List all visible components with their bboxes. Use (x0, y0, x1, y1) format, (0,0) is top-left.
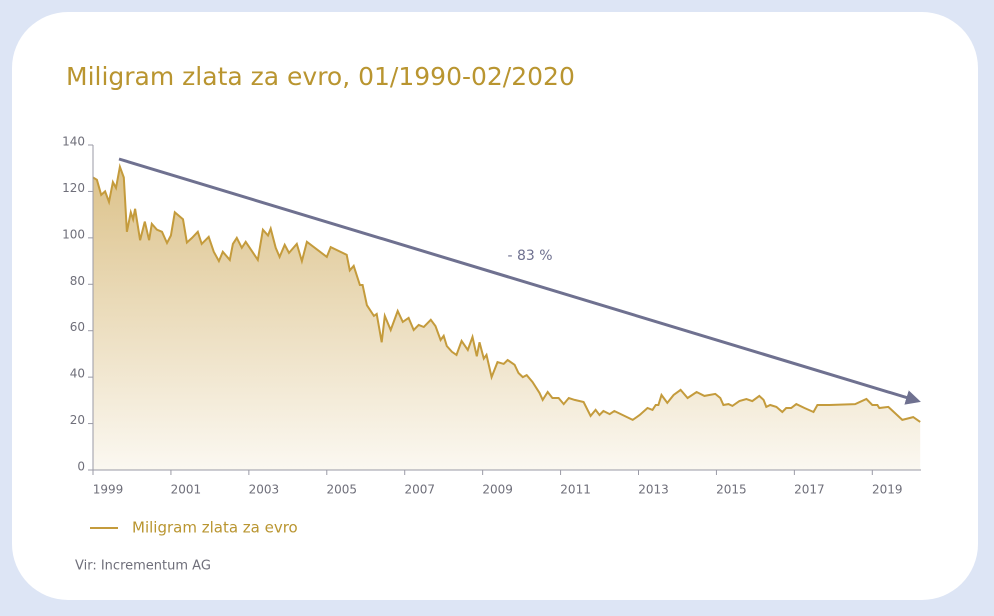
x-tick-label: 2005 (327, 483, 358, 497)
y-tick-label: 20 (70, 413, 85, 427)
y-tick-label: 40 (70, 367, 85, 381)
y-tick-label: 80 (70, 274, 85, 288)
x-tick-label: 2007 (404, 483, 435, 497)
line (92, 163, 921, 423)
y-tick-label: 60 (70, 320, 85, 334)
x-tick-label: 2011 (560, 483, 591, 497)
source: Vir: Incrementum AG (75, 559, 211, 574)
y-tick-label: 0 (77, 460, 85, 474)
y-tick-label: 120 (62, 181, 85, 195)
x-tick-label: 2017 (794, 483, 825, 497)
x-tick-label: 2001 (171, 483, 202, 497)
legend-label: Miligram zlata za evro (132, 519, 298, 537)
area (93, 166, 921, 471)
y-tick-label: 140 (62, 135, 85, 149)
chart-title: Miligram zlata za evro, 01/1990-02/2020 (66, 62, 575, 91)
x-tick-label: 2019 (872, 483, 903, 497)
x-tick-label: 1999 (93, 483, 124, 497)
x-tick-label: 2003 (249, 483, 280, 497)
x-tick-label: 2009 (482, 483, 513, 497)
y-tick-label: 100 (62, 227, 85, 241)
x-tick-label: 2013 (638, 483, 669, 497)
trend-arrow (118, 157, 921, 405)
annotation: - 83 % (507, 248, 552, 264)
x-tick-label: 2015 (716, 483, 747, 497)
